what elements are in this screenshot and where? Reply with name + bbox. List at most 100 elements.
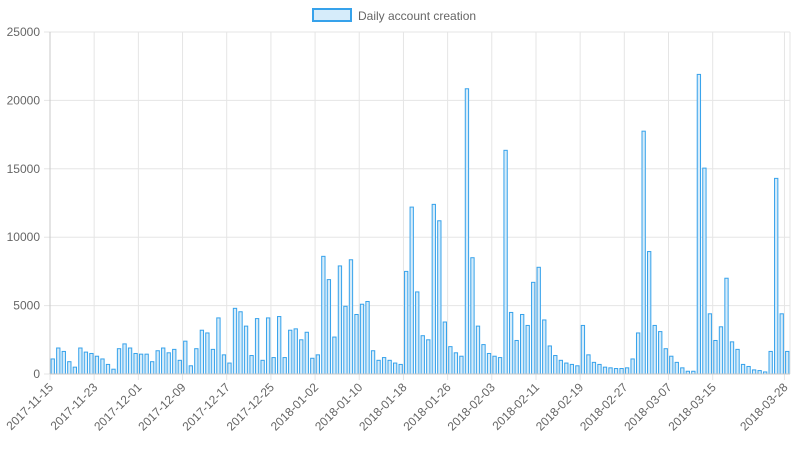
bar[interactable] xyxy=(531,281,536,375)
bar[interactable] xyxy=(718,326,724,375)
bar[interactable] xyxy=(282,357,287,375)
bar[interactable] xyxy=(674,361,679,375)
bar[interactable] xyxy=(205,332,210,375)
bar[interactable] xyxy=(536,266,541,375)
bar[interactable] xyxy=(188,365,193,375)
bar[interactable] xyxy=(542,319,547,375)
bar[interactable] xyxy=(575,365,580,375)
bar[interactable] xyxy=(508,311,514,375)
bar[interactable] xyxy=(404,270,409,375)
bar[interactable] xyxy=(448,346,453,375)
bar[interactable] xyxy=(315,354,320,375)
bar[interactable] xyxy=(663,348,668,375)
bar[interactable] xyxy=(586,354,591,375)
bar[interactable] xyxy=(497,357,503,375)
legend[interactable]: Daily account creation xyxy=(312,8,476,23)
bar[interactable] xyxy=(779,313,784,375)
bar[interactable] xyxy=(746,365,751,375)
bar[interactable] xyxy=(83,351,89,375)
bar[interactable] xyxy=(50,358,55,375)
bar[interactable] xyxy=(293,328,298,375)
bar[interactable] xyxy=(94,355,100,375)
bar[interactable] xyxy=(100,358,105,375)
bar[interactable] xyxy=(785,350,790,375)
bar[interactable] xyxy=(72,366,78,375)
bar[interactable] xyxy=(155,350,160,375)
bar[interactable] xyxy=(647,251,652,375)
bar[interactable] xyxy=(553,355,558,375)
bar[interactable] xyxy=(492,355,497,375)
bar[interactable] xyxy=(343,305,348,375)
bar[interactable] xyxy=(680,367,685,375)
bar[interactable] xyxy=(210,348,216,375)
bar[interactable] xyxy=(624,367,630,375)
bar[interactable] xyxy=(105,363,111,375)
bar[interactable] xyxy=(707,313,713,375)
bar[interactable] xyxy=(409,206,414,375)
bar[interactable] xyxy=(260,359,265,375)
bar[interactable] xyxy=(111,368,116,375)
bar[interactable] xyxy=(641,130,646,375)
bar[interactable] xyxy=(597,363,602,375)
bar[interactable] xyxy=(696,73,702,375)
bar[interactable] xyxy=(133,352,138,375)
bar[interactable] xyxy=(475,325,481,375)
bar[interactable] xyxy=(116,348,122,375)
bar[interactable] xyxy=(183,340,188,375)
bar[interactable] xyxy=(138,353,144,375)
bar[interactable] xyxy=(520,313,525,375)
bar[interactable] xyxy=(768,350,773,375)
bar[interactable] xyxy=(376,359,381,375)
bar[interactable] xyxy=(381,357,387,375)
bar[interactable] xyxy=(757,370,762,375)
bar[interactable] xyxy=(774,177,779,375)
bar[interactable] xyxy=(365,301,370,375)
bar[interactable] xyxy=(243,325,249,375)
bar[interactable] xyxy=(420,335,425,375)
bar[interactable] xyxy=(580,324,586,375)
bar[interactable] xyxy=(740,363,746,375)
bar[interactable] xyxy=(525,324,530,375)
bar[interactable] xyxy=(194,348,199,375)
bar[interactable] xyxy=(288,329,293,375)
bar[interactable] xyxy=(359,303,365,375)
bar[interactable] xyxy=(602,366,608,375)
bar[interactable] xyxy=(354,313,359,375)
bar[interactable] xyxy=(652,324,657,375)
legend-swatch[interactable] xyxy=(312,8,352,22)
bar[interactable] xyxy=(321,255,326,375)
bar[interactable] xyxy=(613,368,619,375)
bar[interactable] xyxy=(724,277,729,375)
bar[interactable] xyxy=(238,311,243,375)
bar[interactable] xyxy=(254,318,260,375)
bar[interactable] xyxy=(669,355,674,375)
bar[interactable] xyxy=(713,339,718,375)
bar[interactable] xyxy=(591,361,597,375)
bar[interactable] xyxy=(221,354,227,375)
bar[interactable] xyxy=(56,347,61,375)
bar[interactable] xyxy=(387,359,392,375)
bar[interactable] xyxy=(310,357,315,375)
bar[interactable] xyxy=(619,368,624,375)
bar[interactable] xyxy=(271,357,276,375)
bar[interactable] xyxy=(392,362,398,375)
bar[interactable] xyxy=(481,344,486,375)
bar[interactable] xyxy=(514,339,519,375)
bar[interactable] xyxy=(735,348,740,375)
bar[interactable] xyxy=(564,362,569,375)
bar[interactable] xyxy=(569,363,575,375)
bar[interactable] xyxy=(332,336,337,375)
bar[interactable] xyxy=(702,167,707,375)
bar[interactable] xyxy=(431,203,436,375)
bar[interactable] xyxy=(122,343,127,375)
bar[interactable] xyxy=(426,339,431,375)
bar[interactable] xyxy=(161,347,166,375)
bar[interactable] xyxy=(442,321,448,375)
bar[interactable] xyxy=(635,332,641,375)
bar[interactable] xyxy=(729,341,735,375)
bar[interactable] xyxy=(608,367,613,375)
bar[interactable] xyxy=(453,352,459,375)
bar[interactable] xyxy=(459,355,464,375)
bar[interactable] xyxy=(326,279,332,375)
bar[interactable] xyxy=(227,362,232,375)
